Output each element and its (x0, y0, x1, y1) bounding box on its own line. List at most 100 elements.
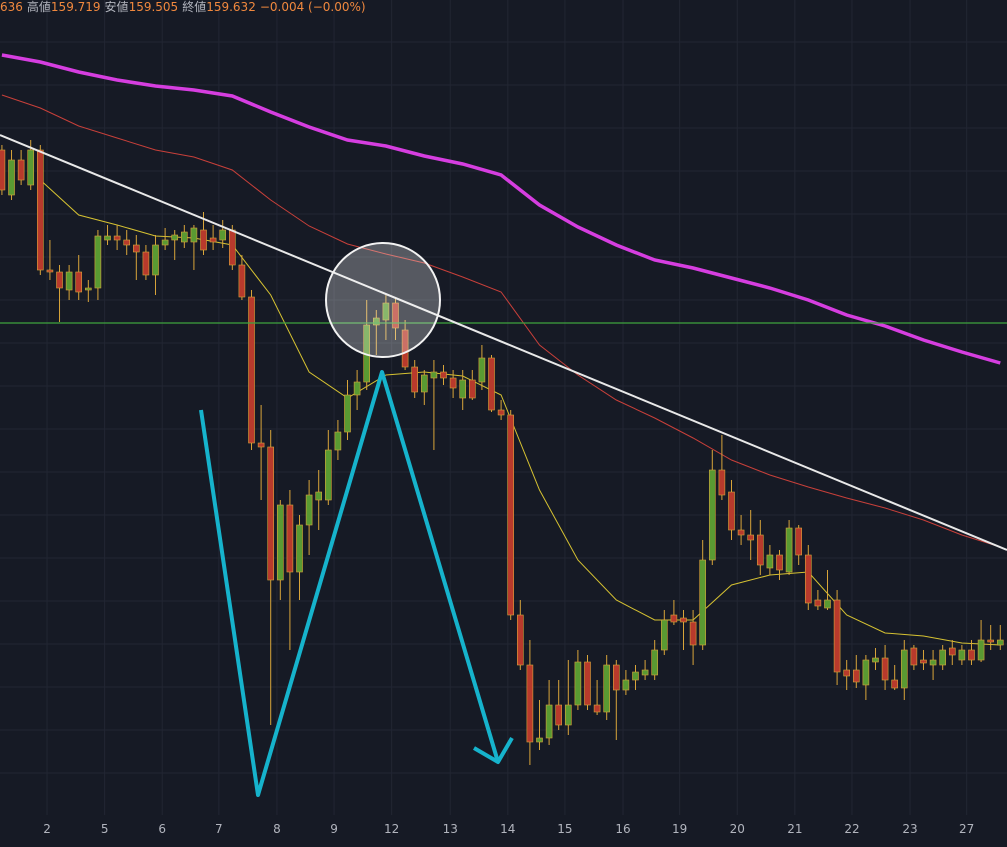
candle-body (670, 614, 678, 623)
candle-body (545, 704, 553, 739)
candle-body (843, 669, 850, 677)
x-tick-label: 22 (844, 822, 859, 836)
candle-body (920, 659, 927, 664)
candle-body (497, 409, 505, 416)
candle-body (852, 669, 860, 683)
candle-body (94, 235, 102, 289)
ohlc-header: 636 高値159.719 安値159.505 終値159.632 −0.004 (−0… (0, 0, 370, 15)
candle-body (296, 524, 303, 573)
candle-body (123, 239, 131, 246)
candle-body (286, 504, 294, 573)
x-tick-label: 8 (273, 822, 281, 836)
candle-body (574, 661, 582, 706)
candle-body (776, 554, 783, 571)
candle-body (891, 679, 898, 689)
candle-body (756, 534, 764, 566)
candle-body (334, 431, 342, 451)
candle-body (152, 244, 159, 276)
low-value: 159.505 (128, 0, 179, 14)
candle-body (382, 302, 390, 321)
drawings (0, 134, 1007, 797)
candle-body (593, 704, 601, 713)
candle-body (564, 704, 572, 726)
x-tick-label: 21 (787, 822, 802, 836)
x-tick-label: 5 (101, 822, 109, 836)
candle-body (747, 534, 754, 541)
candle-body (411, 366, 419, 393)
open-partial: 636 (0, 0, 23, 14)
candle-body (516, 614, 524, 666)
candle-body (392, 302, 399, 329)
candle-body (699, 559, 706, 646)
candle-body (603, 664, 610, 713)
candle-body (142, 251, 150, 276)
candle-body (373, 317, 380, 326)
x-tick-label: 16 (615, 822, 630, 836)
candle-body (46, 269, 54, 273)
x-tick-label: 2 (43, 822, 51, 836)
grid (0, 0, 1007, 815)
candle-body (238, 264, 246, 298)
x-tick-label: 20 (730, 822, 745, 836)
candle-body (449, 377, 457, 389)
candle-body (171, 234, 179, 241)
candle-body (968, 649, 975, 661)
candle-body (651, 649, 658, 676)
arrow-head (472, 736, 514, 764)
x-tick-label: 7 (215, 822, 223, 836)
candle-body (8, 159, 15, 196)
candle-body (632, 671, 639, 681)
candle-body (315, 491, 323, 501)
candle-body (257, 442, 265, 448)
candle-body (996, 639, 1004, 646)
candle-body (277, 504, 284, 581)
high-label: 高値 (26, 0, 51, 14)
candle-body (728, 491, 735, 531)
candle-body (478, 357, 486, 383)
candle-body (795, 527, 802, 556)
candle-body (833, 599, 841, 673)
x-axis: 2 5 6 7 8 9 12 13 14 15 16 19 20 21 22 23 27 (43, 822, 974, 836)
candle-body (37, 149, 44, 271)
high-value: 159.719 (50, 0, 101, 14)
candle-body (824, 599, 831, 609)
candle-body (689, 621, 697, 646)
candle-body (161, 239, 169, 246)
candle-body (219, 229, 227, 241)
candle-body (17, 159, 25, 181)
candle-body (353, 381, 361, 396)
trend-line (0, 134, 1007, 551)
candle-body (881, 657, 889, 681)
x-tick-label: 14 (500, 822, 515, 836)
x-tick-label: 23 (902, 822, 917, 836)
candle-body (622, 679, 630, 691)
moving-average (1, 94, 1001, 548)
candle-body (910, 647, 918, 666)
x-tick-label: 15 (557, 822, 572, 836)
x-tick-label: 6 (158, 822, 166, 836)
close-label: 終値 (182, 0, 207, 14)
candle-body (421, 374, 428, 393)
candle-body (200, 229, 207, 251)
candle-body (190, 227, 198, 243)
candle-body (325, 449, 332, 501)
candle-body (440, 371, 447, 379)
close-value: 159.632 (206, 0, 256, 14)
candle-body (248, 296, 255, 444)
candle-body (987, 639, 994, 643)
candle-body (0, 149, 6, 191)
candle-body (939, 649, 946, 666)
candle-body (488, 357, 495, 411)
candle-body (872, 657, 879, 663)
candle-body (718, 469, 726, 496)
candle-body (430, 371, 438, 379)
candle-body (900, 649, 908, 689)
candle-body (948, 647, 956, 656)
candle-body (737, 529, 745, 536)
candle-body (526, 664, 534, 743)
candle-body (305, 494, 313, 526)
candle-body (708, 469, 716, 561)
candle-body (680, 617, 687, 623)
candle-body (344, 394, 351, 433)
